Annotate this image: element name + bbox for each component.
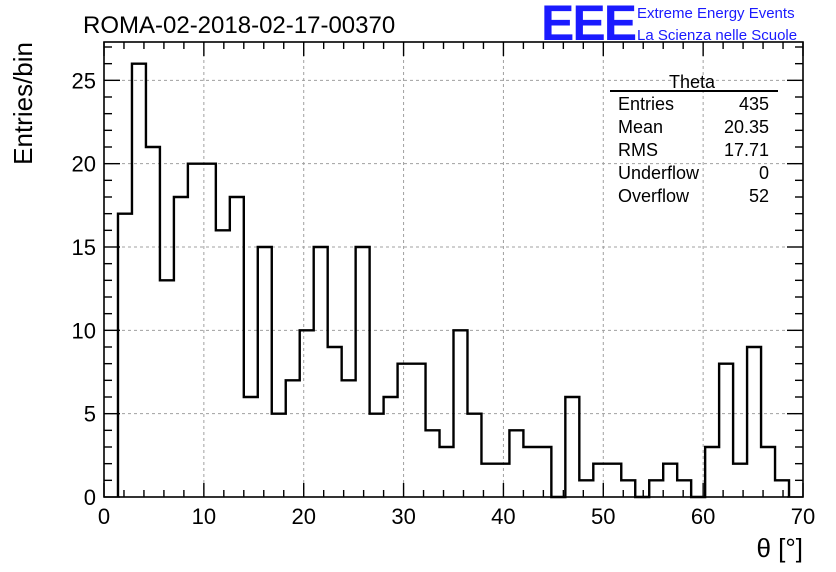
y-tick-label: 10 bbox=[72, 318, 96, 343]
histogram-bin bbox=[314, 247, 328, 497]
x-tick-label: 40 bbox=[491, 504, 515, 529]
histogram-bin bbox=[300, 330, 314, 497]
stats-value: 0 bbox=[759, 163, 769, 183]
histogram-bin bbox=[607, 464, 621, 497]
stats-label: RMS bbox=[618, 140, 658, 160]
logo-line-2: La Scienza nelle Scuole bbox=[637, 27, 797, 44]
x-tick-label: 10 bbox=[192, 504, 216, 529]
x-tick-label: 50 bbox=[591, 504, 615, 529]
x-tick-label: 60 bbox=[691, 504, 715, 529]
histogram-bin bbox=[677, 480, 691, 497]
y-tick-label: 0 bbox=[84, 485, 96, 510]
histogram-bin bbox=[132, 64, 146, 497]
eee-logo: EEE Extreme Energy Events La Scienza nel… bbox=[541, 0, 797, 51]
stats-label: Mean bbox=[618, 117, 663, 137]
x-tick-label: 0 bbox=[98, 504, 110, 529]
x-tick-label: 70 bbox=[791, 504, 815, 529]
y-tick-label: 15 bbox=[72, 235, 96, 260]
histogram-bin bbox=[244, 397, 258, 497]
histogram-bin bbox=[719, 364, 733, 497]
histogram-bin bbox=[495, 464, 509, 497]
histogram-bin bbox=[537, 447, 551, 497]
histogram-bin bbox=[384, 397, 398, 497]
stats-title: Theta bbox=[669, 72, 716, 92]
logo-line-1: Extreme Energy Events bbox=[637, 5, 795, 22]
x-axis-label: θ [°] bbox=[756, 533, 803, 563]
histogram-bin bbox=[663, 464, 677, 497]
histogram-bin bbox=[160, 280, 174, 497]
stats-label: Underflow bbox=[618, 163, 700, 183]
histogram-bars bbox=[116, 62, 791, 499]
chart-title: ROMA-02-2018-02-17-00370 bbox=[83, 12, 395, 39]
histogram-outline bbox=[116, 62, 791, 499]
histogram-bin bbox=[467, 414, 481, 497]
logo-mark: EEE bbox=[541, 0, 636, 51]
stats-box: Theta Entries 435 Mean 20.35 RMS 17.71 Underfl… bbox=[610, 72, 778, 206]
y-tick-label: 20 bbox=[72, 152, 96, 177]
histogram-bin bbox=[356, 247, 370, 497]
stats-label: Entries bbox=[618, 94, 674, 114]
histogram-bin bbox=[747, 347, 761, 497]
histogram-bin bbox=[761, 447, 775, 497]
histogram-bin bbox=[593, 464, 607, 497]
stats-value: 435 bbox=[739, 94, 769, 114]
stats-value: 17.71 bbox=[724, 140, 769, 160]
histogram-bin bbox=[523, 447, 537, 497]
histogram-bin bbox=[579, 480, 593, 497]
y-tick-label: 25 bbox=[72, 68, 96, 93]
histogram-bin bbox=[146, 147, 160, 497]
histogram-bin bbox=[649, 480, 663, 497]
histogram-bin bbox=[412, 364, 426, 497]
x-axis-ticks: 0 10 20 30 40 50 60 70 bbox=[98, 504, 815, 529]
histogram-bin bbox=[705, 447, 719, 497]
x-tick-label: 30 bbox=[391, 504, 415, 529]
histogram-bin bbox=[272, 414, 286, 497]
stats-value: 20.35 bbox=[724, 117, 769, 137]
histogram-bin bbox=[370, 414, 384, 497]
histogram-bin bbox=[328, 347, 342, 497]
y-axis-ticks: 0 5 10 15 20 25 bbox=[72, 68, 96, 510]
histogram-bin bbox=[230, 197, 244, 497]
histogram-bin bbox=[565, 397, 579, 497]
histogram-bin bbox=[426, 430, 440, 497]
x-tick-label: 20 bbox=[291, 504, 315, 529]
histogram-bin bbox=[440, 447, 454, 497]
stats-value: 52 bbox=[749, 186, 769, 206]
axes bbox=[103, 41, 804, 498]
histogram-bin bbox=[733, 464, 747, 497]
histogram-bin bbox=[216, 230, 230, 497]
stats-rows: Entries 435 Mean 20.35 RMS 17.71 Underflow 0 Ove… bbox=[618, 94, 769, 206]
histogram-bin bbox=[398, 364, 412, 497]
histogram-bin bbox=[258, 247, 272, 497]
y-axis-label: Entries/bin bbox=[8, 42, 38, 165]
histogram-bin bbox=[775, 480, 789, 497]
histogram-bin bbox=[174, 197, 188, 497]
histogram-bin bbox=[342, 380, 356, 497]
y-tick-label: 5 bbox=[84, 402, 96, 427]
histogram-bin bbox=[286, 380, 300, 497]
histogram-bin bbox=[509, 430, 523, 497]
histogram-bin bbox=[118, 214, 132, 497]
plot-frame bbox=[103, 41, 804, 498]
stats-label: Overflow bbox=[618, 186, 690, 206]
